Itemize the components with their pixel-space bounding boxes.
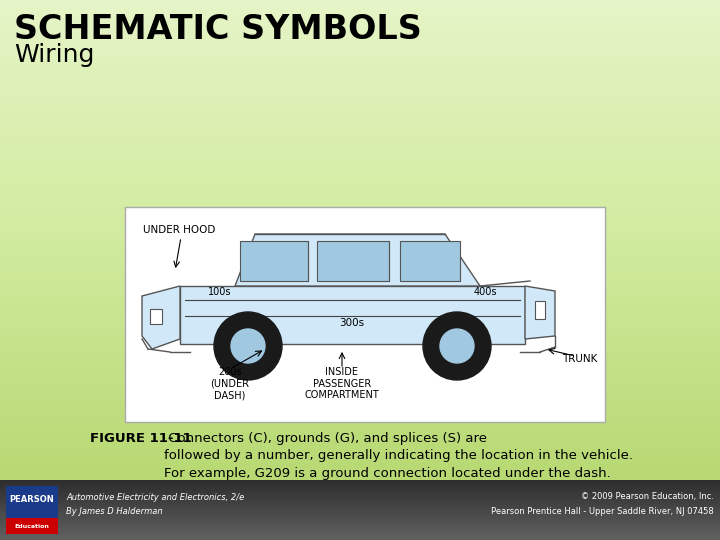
Bar <box>150 309 162 324</box>
Bar <box>125 207 605 422</box>
Polygon shape <box>235 234 480 286</box>
Bar <box>317 241 389 281</box>
Text: 200s
(UNDER
DASH): 200s (UNDER DASH) <box>210 367 250 400</box>
Text: Automotive Electricity and Electronics, 2/e: Automotive Electricity and Electronics, … <box>66 492 244 502</box>
Bar <box>6 518 58 534</box>
Text: 300s: 300s <box>339 318 364 328</box>
Text: © 2009 Pearson Education, Inc.: © 2009 Pearson Education, Inc. <box>581 492 714 502</box>
Text: SCHEMATIC SYMBOLS: SCHEMATIC SYMBOLS <box>14 13 422 46</box>
Polygon shape <box>525 286 555 339</box>
Polygon shape <box>142 286 180 349</box>
Text: 100s: 100s <box>208 287 232 297</box>
Text: Connectors (C), grounds (G), and splices (S) are
followed by a number, generally: Connectors (C), grounds (G), and splices… <box>164 432 634 480</box>
Text: FIGURE 11-11: FIGURE 11-11 <box>90 432 192 445</box>
Circle shape <box>231 329 265 363</box>
Text: Wiring: Wiring <box>14 43 94 67</box>
Bar <box>6 486 58 534</box>
Text: Education: Education <box>14 523 50 529</box>
Text: Pearson Prentice Hall - Upper Saddle River, NJ 07458: Pearson Prentice Hall - Upper Saddle Riv… <box>491 508 714 516</box>
Text: By James D Halderman: By James D Halderman <box>66 508 163 516</box>
Bar <box>535 301 545 319</box>
Text: 400s: 400s <box>473 287 497 297</box>
Bar <box>240 241 308 281</box>
Circle shape <box>423 312 491 380</box>
Text: UNDER HOOD: UNDER HOOD <box>143 225 215 235</box>
Text: TRUNK: TRUNK <box>562 354 598 364</box>
Text: PEARSON: PEARSON <box>9 496 55 504</box>
Text: INSIDE
PASSENGER
COMPARTMENT: INSIDE PASSENGER COMPARTMENT <box>305 367 379 400</box>
Bar <box>400 241 460 281</box>
Bar <box>180 286 525 344</box>
Circle shape <box>440 329 474 363</box>
Circle shape <box>214 312 282 380</box>
